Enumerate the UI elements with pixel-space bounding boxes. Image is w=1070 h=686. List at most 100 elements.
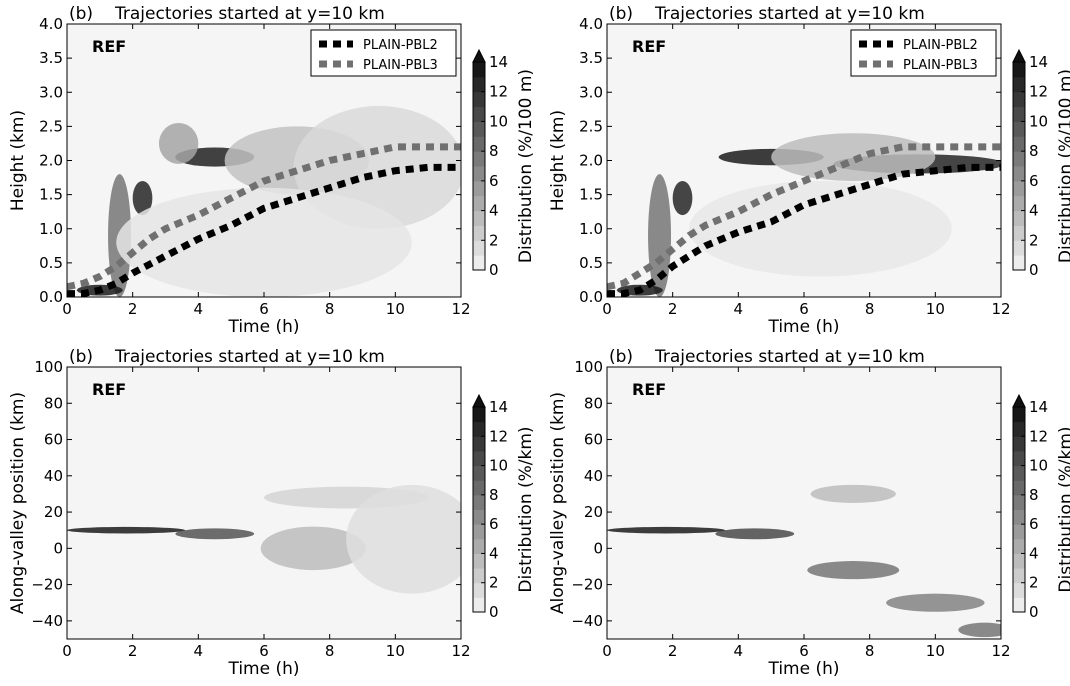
y-tick-label: 20 xyxy=(44,503,63,521)
colorbar-tick-label: 12 xyxy=(1029,427,1048,445)
inset-label: REF xyxy=(632,37,666,56)
colorbar-tick-label: 4 xyxy=(1029,544,1039,562)
colorbar-bin xyxy=(473,240,485,256)
density-field xyxy=(67,484,461,594)
colorbar-tick-label: 0 xyxy=(489,261,499,279)
colorbar-label: Distribution (%/100 m) xyxy=(1056,69,1070,263)
colorbar-bin xyxy=(1013,180,1025,197)
colorbar-bin xyxy=(1013,255,1025,271)
y-tick-label: 100 xyxy=(34,358,63,376)
density-region xyxy=(715,528,795,540)
colorbar-tick-label: 0 xyxy=(489,603,499,621)
x-tick-label: 2 xyxy=(668,642,678,660)
colorbar-bin xyxy=(473,166,485,182)
colorbar-label: Distribution (%/km) xyxy=(516,426,536,592)
y-tick-label: 0.5 xyxy=(579,254,603,272)
colorbar-tick-label: 4 xyxy=(489,202,499,220)
x-tick-label: 10 xyxy=(386,642,405,660)
legend-box xyxy=(310,29,457,77)
colorbar-tick-label: 8 xyxy=(1029,142,1039,160)
colorbar-tick-label: 8 xyxy=(1029,486,1039,504)
colorbar-bin xyxy=(1013,121,1025,137)
colorbar-tick-label: 0 xyxy=(1029,603,1039,621)
colorbar-bin xyxy=(1013,597,1025,613)
x-tick-label: 0 xyxy=(602,642,612,660)
colorbar-tick-label: 10 xyxy=(1029,112,1048,130)
colorbar-bin xyxy=(1013,151,1025,167)
colorbar-bin xyxy=(1013,450,1025,467)
colorbar-bin xyxy=(1013,582,1025,598)
colorbar-bin xyxy=(473,106,485,122)
density-region xyxy=(175,528,255,540)
colorbar-bin xyxy=(473,494,485,510)
y-tick-label: 1.0 xyxy=(39,220,63,238)
density-region xyxy=(132,180,153,216)
colorbar-bin xyxy=(473,225,485,241)
y-tick-label: −40 xyxy=(571,612,603,630)
colorbar-tick-label: 6 xyxy=(489,172,499,190)
colorbar-tick-label: 12 xyxy=(1029,83,1048,101)
x-tick-label: 0 xyxy=(62,300,72,318)
x-axis-label: Time (h) xyxy=(767,317,839,337)
inset-label: REF xyxy=(92,37,126,56)
colorbar-tick-label: 6 xyxy=(489,515,499,533)
y-tick-label: 3.5 xyxy=(39,49,63,67)
colorbar-frame xyxy=(472,406,486,613)
colorbar-bin xyxy=(473,553,485,569)
colorbar-tick-label: 14 xyxy=(1029,53,1048,71)
panel-1: 0 2 4 6 8 10 12 0.0 0.5 1.0 1.5 2.0 2.5 3.0 3.5 4.0 Time… xyxy=(8,4,536,337)
y-tick-label: −40 xyxy=(31,612,63,630)
colorbar-extend xyxy=(1012,48,1026,63)
y-tick-label: 40 xyxy=(44,467,63,485)
density-region xyxy=(886,593,985,612)
legend-entry: PLAIN-PBL2 xyxy=(363,38,438,53)
colorbar-bin xyxy=(473,210,485,226)
y-tick-label: 3.0 xyxy=(39,83,63,101)
y-tick-label: 80 xyxy=(584,394,603,412)
colorbar-extend xyxy=(472,393,486,408)
series-line-plain-pbl3 xyxy=(67,143,461,291)
y-tick-label: 4.0 xyxy=(579,15,603,33)
colorbar-extend xyxy=(1012,393,1026,408)
colorbar-bin xyxy=(1013,106,1025,122)
density-region xyxy=(116,187,412,297)
colorbar-bin xyxy=(473,509,485,525)
x-tick-label: 8 xyxy=(325,642,335,660)
series-line-plain-pbl2 xyxy=(67,163,461,297)
legend-box xyxy=(850,29,997,77)
colorbar-tick-label: 14 xyxy=(489,398,508,416)
y-axis-label: Height (km) xyxy=(548,110,568,211)
y-tick-label: 1.0 xyxy=(579,220,603,238)
colorbar-tick-label: 2 xyxy=(489,574,499,592)
y-tick-label: 2.5 xyxy=(579,117,603,135)
x-tick-label: 6 xyxy=(799,642,809,660)
colorbar-bin xyxy=(1013,538,1025,554)
y-tick-label: 0.0 xyxy=(39,288,63,306)
y-tick-label: 80 xyxy=(44,394,63,412)
x-tick-label: 8 xyxy=(865,300,875,318)
x-tick-label: 10 xyxy=(926,300,945,318)
colorbar-tick-label: 0 xyxy=(1029,261,1039,279)
colorbar-bin xyxy=(473,91,485,108)
density-region xyxy=(648,174,672,297)
colorbar-bin xyxy=(1013,465,1025,481)
colorbar-tick-label: 12 xyxy=(489,427,508,445)
colorbar-tick-label: 6 xyxy=(1029,515,1039,533)
colorbar-bin xyxy=(473,151,485,167)
y-tick-label: 2.0 xyxy=(39,152,63,170)
legend-entry: PLAIN-PBL2 xyxy=(903,38,978,53)
density-region xyxy=(346,484,461,594)
colorbar-tick-label: 12 xyxy=(489,83,508,101)
colorbar-bin xyxy=(1013,91,1025,108)
x-tick-label: 12 xyxy=(991,300,1010,318)
colorbar-tick-label: 6 xyxy=(1029,172,1039,190)
panel-label: (b) xyxy=(609,4,633,24)
y-tick-label: 20 xyxy=(584,503,603,521)
colorbar-bin xyxy=(473,450,485,467)
panel-label: (b) xyxy=(69,347,93,367)
y-tick-label: 0 xyxy=(593,539,603,557)
y-tick-label: 4.0 xyxy=(39,15,63,33)
density-region xyxy=(810,484,896,503)
